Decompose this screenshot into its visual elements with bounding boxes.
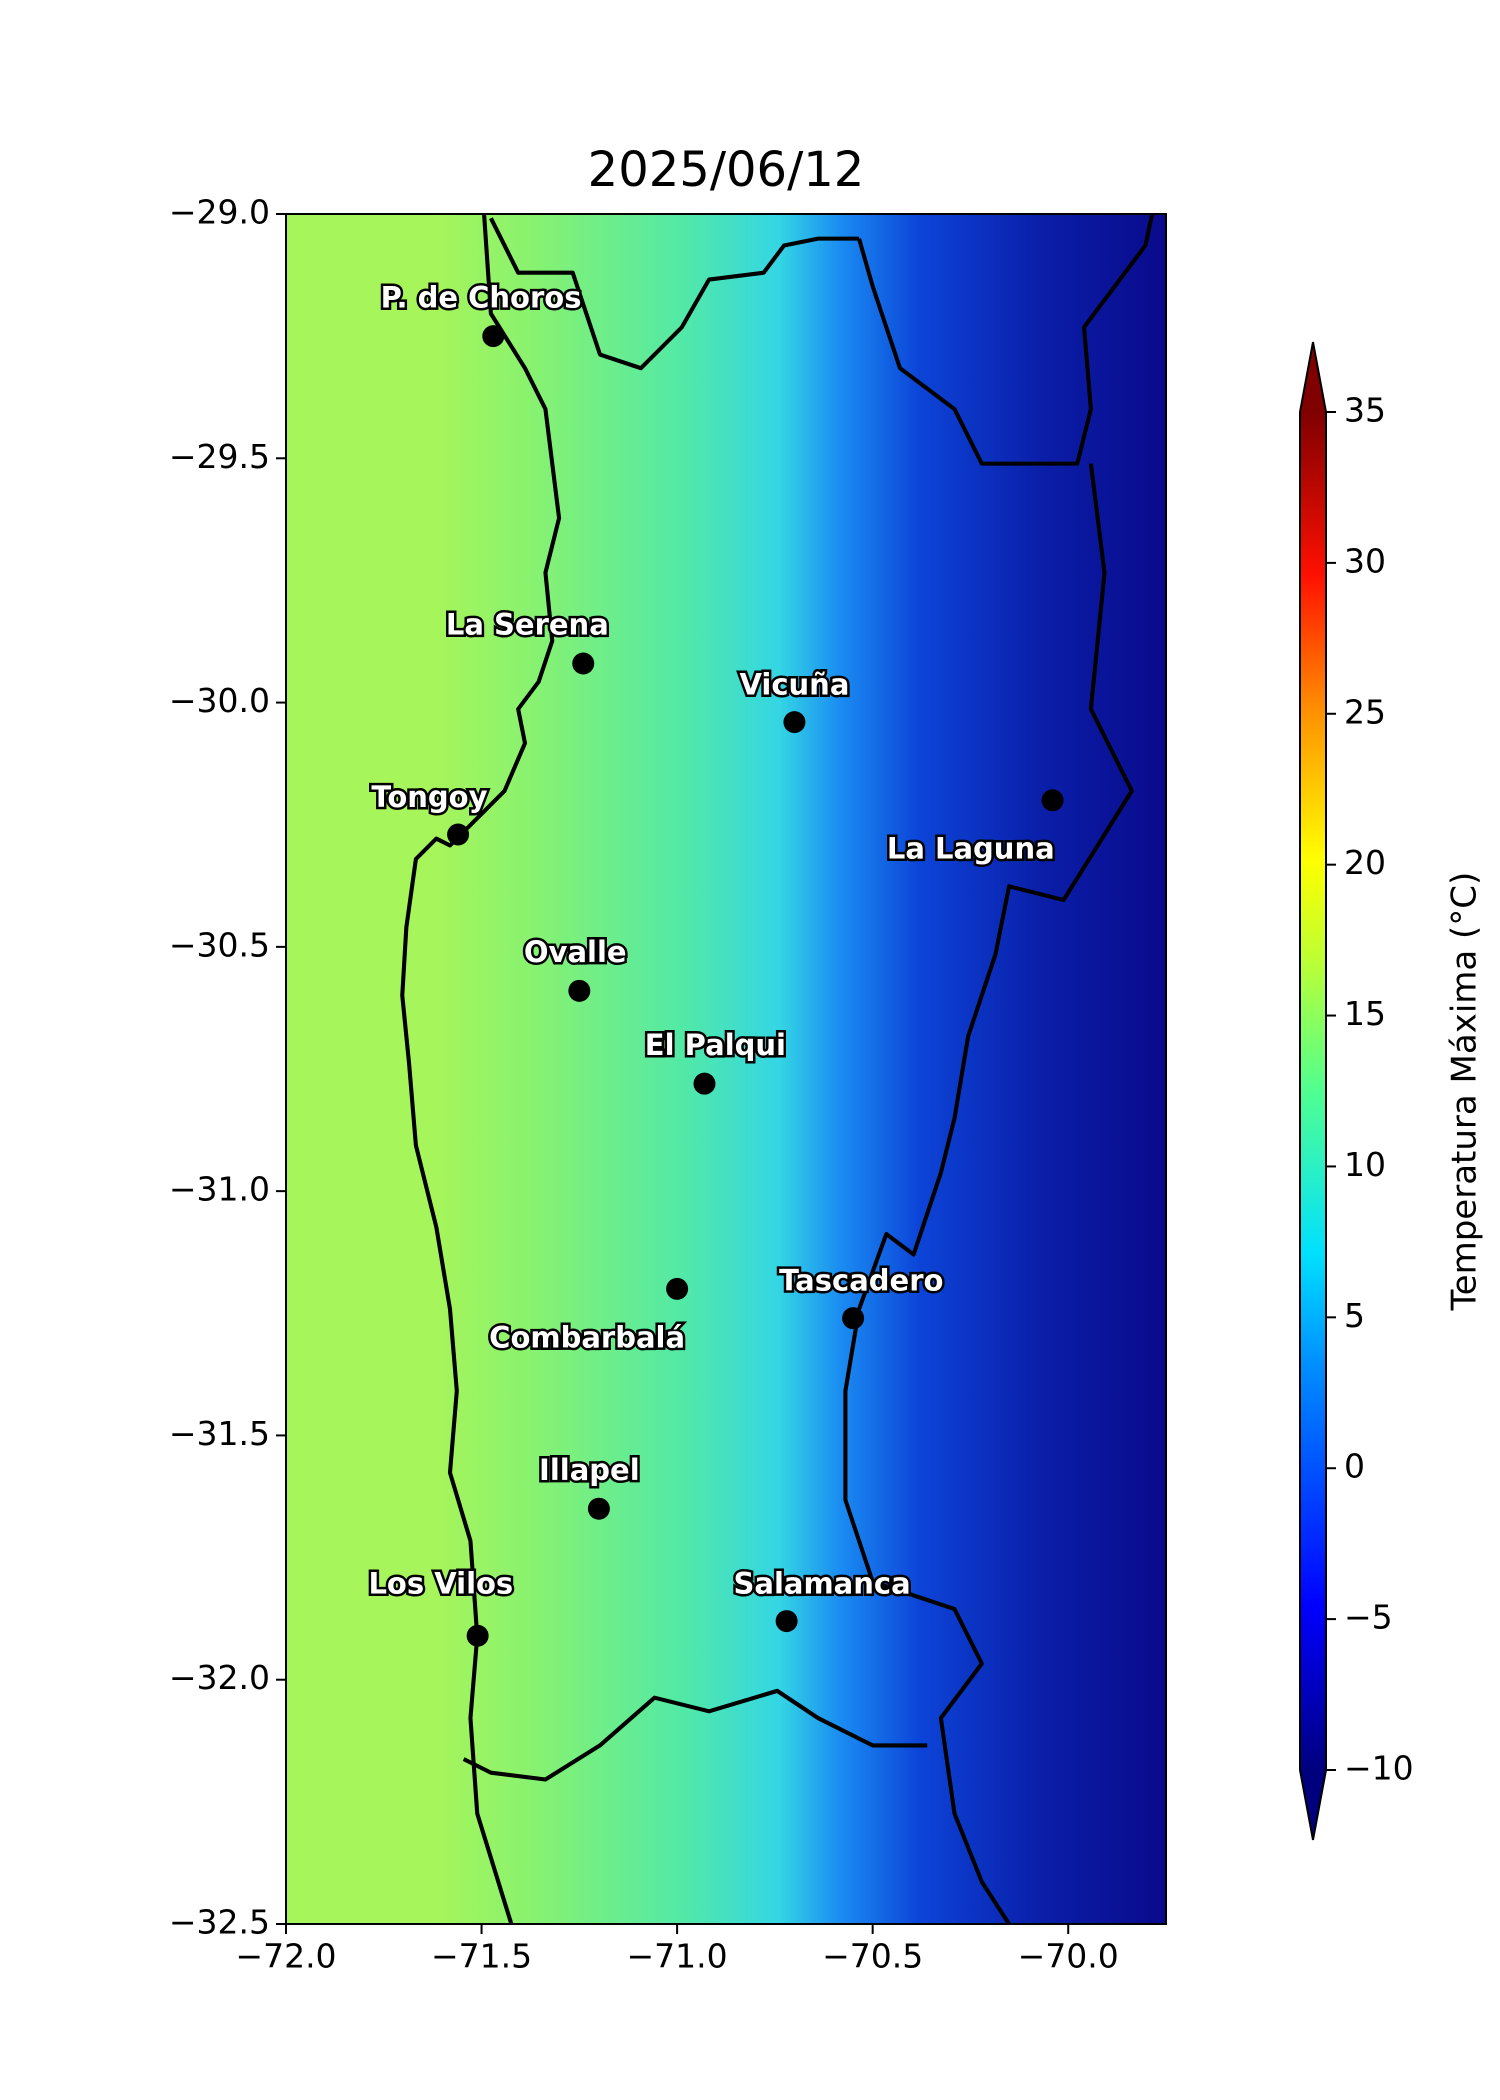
temperature-field <box>286 214 1166 1924</box>
city-marker <box>783 711 806 734</box>
city-marker <box>666 1277 689 1300</box>
colorbar-tick-label: 30 <box>1344 541 1386 580</box>
city-label: Salamanca <box>733 1567 910 1601</box>
boundaries <box>400 214 1155 1924</box>
city-label: Los Vilos <box>368 1566 513 1600</box>
y-tick-label: −30.0 <box>169 681 270 720</box>
city-marker <box>447 823 470 846</box>
colorbar-tick-label: 25 <box>1344 692 1386 731</box>
city-label: El Palqui <box>645 1028 786 1062</box>
coastline <box>400 214 562 1924</box>
city-label: La Laguna <box>887 832 1055 866</box>
city-label: Tongoy <box>371 780 487 814</box>
x-tick-label: −70.0 <box>1018 1937 1119 1976</box>
title: 2025/06/12 <box>588 142 865 198</box>
city-marker <box>775 1610 798 1633</box>
city-marker <box>587 1497 610 1520</box>
border <box>843 214 1155 1924</box>
city-label: Tascadero <box>779 1264 943 1298</box>
colorbar-tick-label: 35 <box>1344 391 1386 430</box>
city-marker <box>1041 789 1064 812</box>
y-tick-label: −32.0 <box>169 1658 270 1697</box>
city-marker <box>466 1624 489 1647</box>
city-label: Vicuña <box>739 668 849 702</box>
city-marker <box>482 325 505 348</box>
x-tick-label: −70.5 <box>822 1937 923 1976</box>
colorbar-tick-label: 0 <box>1344 1447 1365 1486</box>
y-tick-label: −29.5 <box>169 437 270 476</box>
colorbar-extend-top <box>1300 342 1326 412</box>
city-label: Combarbalá <box>489 1320 685 1354</box>
city-label: Illapel <box>539 1453 640 1487</box>
region-border <box>462 1688 928 1782</box>
city-label: Ovalle <box>524 935 627 969</box>
map-area <box>286 214 1166 1924</box>
city-marker <box>842 1307 865 1330</box>
city-label: La Serena <box>446 608 609 642</box>
x-tick-label: −72.0 <box>235 1937 336 1976</box>
y-tick-label: −30.5 <box>169 925 270 964</box>
city-marker <box>568 979 591 1002</box>
y-tick-label: −32.5 <box>169 1903 270 1942</box>
x-tick-label: −71.0 <box>627 1937 728 1976</box>
colorbar <box>1300 412 1326 1770</box>
y-tick-label: −31.5 <box>169 1414 270 1453</box>
city-marker <box>572 652 595 675</box>
colorbar-tick-label: 20 <box>1344 843 1386 882</box>
y-tick-label: −29.0 <box>169 193 270 232</box>
region-border <box>489 217 860 371</box>
colorbar-tick-label: 5 <box>1344 1296 1365 1335</box>
y-tick-label: −31.0 <box>169 1170 270 1209</box>
colorbar-tick-label: 10 <box>1344 1145 1386 1184</box>
city-marker <box>693 1072 716 1095</box>
map-frame <box>285 213 1167 1925</box>
x-tick-label: −71.5 <box>431 1937 532 1976</box>
colorbar-extend-bottom <box>1300 1770 1326 1840</box>
colorbar-label: Temperatura Máxima (°C) <box>1445 872 1485 1312</box>
city-label: P. de Choros <box>381 280 582 314</box>
colorbar-tick-label: −5 <box>1344 1598 1393 1637</box>
colorbar-tick-label: −10 <box>1344 1749 1414 1788</box>
colorbar-tick-label: 15 <box>1344 994 1386 1033</box>
